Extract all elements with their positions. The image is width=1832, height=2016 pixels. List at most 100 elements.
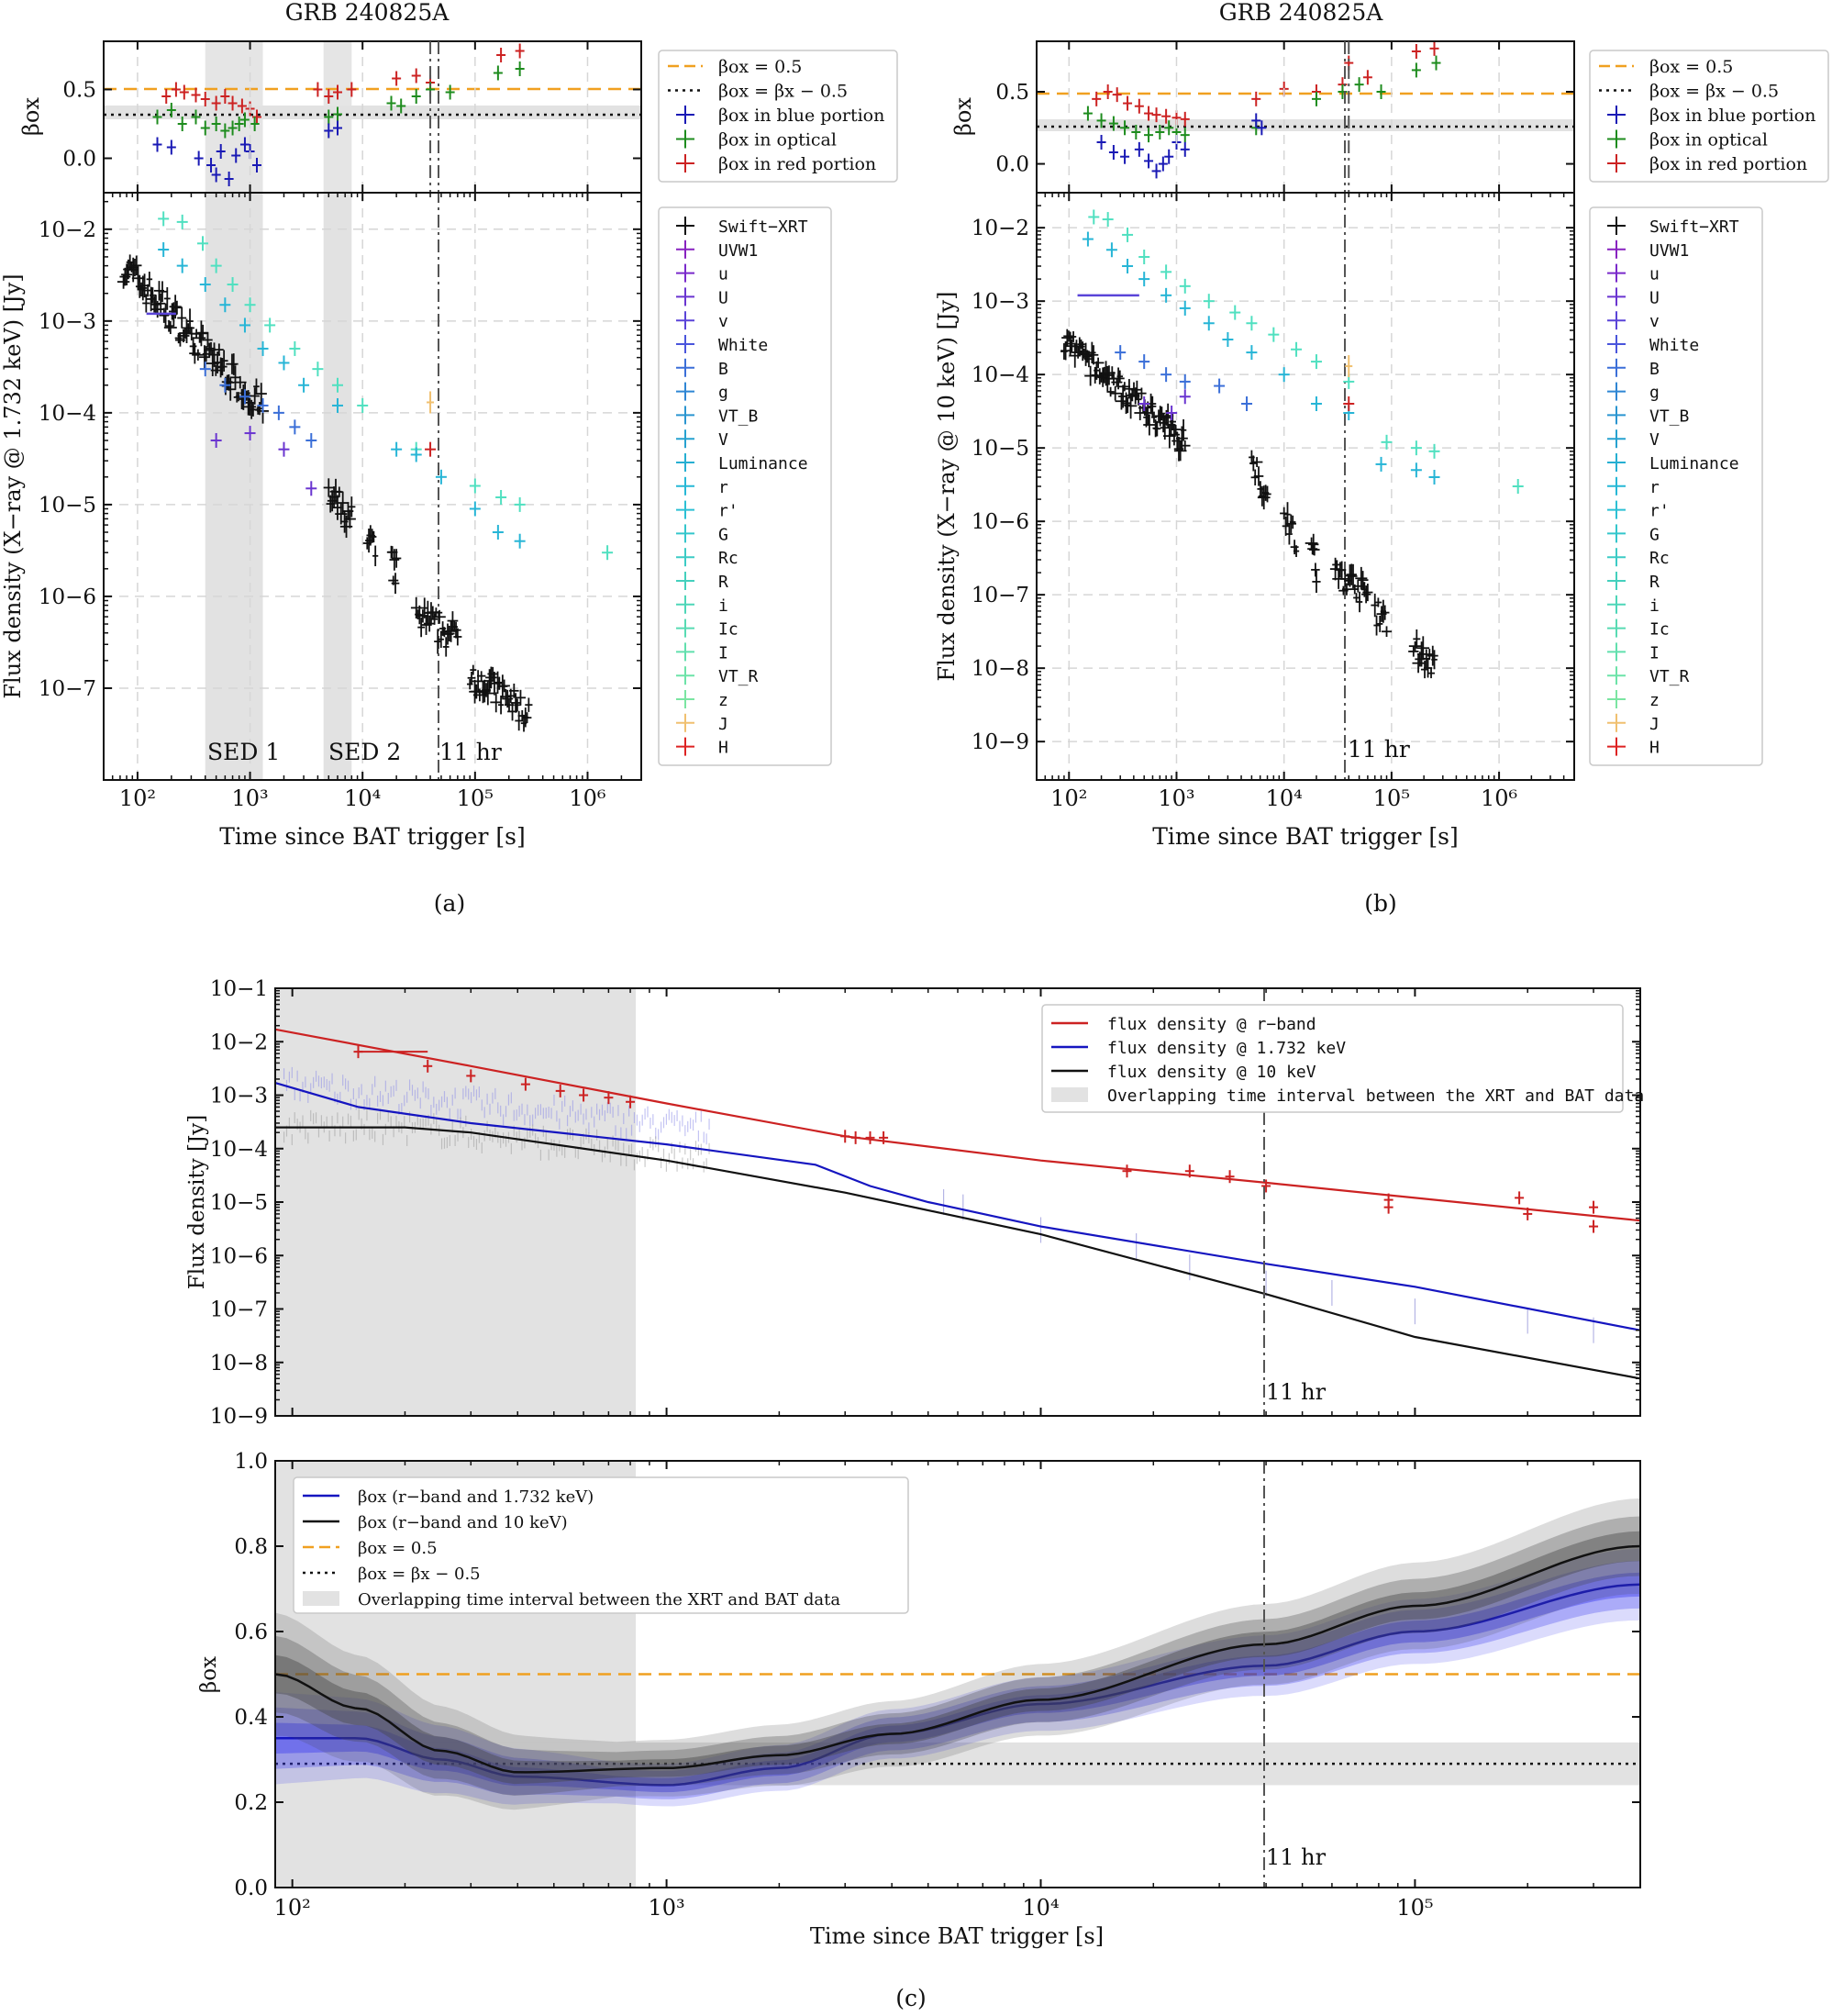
panel-c-flux-11hr-label: 11 hr (1266, 1379, 1327, 1405)
panel-b-band-legend: Swift−XRT UVW1 uUv White Bg VT_B V Luminance r r'… (1589, 206, 1763, 766)
legend-label: βox (r−band and 10 keV) (358, 1513, 568, 1532)
y-tick-label: 10−2 (210, 1030, 268, 1054)
legend-label: v (718, 312, 728, 331)
legend-label: r' (1649, 502, 1670, 521)
panel-c-caption: (c) (895, 1985, 927, 2011)
y-tick-label: 0.0 (995, 153, 1029, 177)
legend-label: H (1649, 739, 1660, 758)
panel-b-flux-points (1060, 209, 1524, 679)
panel-c-beta-plot: 11 hr βox Time since BAT trigger [s] 0.0… (197, 1450, 1641, 1949)
panel-a-title: GRB 240825A (285, 0, 450, 26)
y-tick-label: 10−2 (972, 217, 1029, 240)
panel-a-beta-x-band (104, 106, 641, 119)
legend-label: βox = βx − 0.5 (718, 82, 848, 102)
panel-c-xlabel: Time since BAT trigger [s] (810, 1923, 1104, 1949)
legend-label: White (718, 336, 768, 355)
y-tick-label: 10−5 (972, 437, 1029, 461)
legend-label: V (1649, 430, 1660, 450)
beta-envelope-1 (275, 1516, 1640, 1796)
legend-label: Luminance (1649, 454, 1739, 473)
sed-shade (323, 193, 352, 780)
flux-curve-0 (274, 1028, 1641, 1222)
panel-c-beta-11hr-label: 11 hr (1266, 1844, 1327, 1870)
y-tick-label: 10−9 (972, 730, 1029, 754)
panel-a-beta-legend: βox = 0.5 βox = βx − 0.5 βox in blue porti… (658, 50, 898, 183)
panel-c: 11 hr Flux density [Jy] 10−9 10−8 10−7 10−6… (185, 977, 1644, 2011)
legend-label: Swift−XRT (718, 217, 808, 237)
legend-label: Overlapping time interval between the XR… (1107, 1086, 1644, 1106)
legend-label: U (718, 288, 728, 307)
legend-label: VT_R (1649, 667, 1690, 686)
legend-label: Ic (718, 620, 738, 640)
x-tick-label: 10² (1050, 785, 1087, 811)
y-tick-label: 10−7 (972, 584, 1029, 607)
legend-label: βox in red portion (718, 154, 876, 174)
panel-b: GRB 240825A βox 0.0 0.5 11 hr Flux densit… (934, 0, 1829, 917)
x-tick-label: 10² (119, 785, 156, 811)
panel-a-sed1-label: SED 1 (207, 739, 280, 765)
legend-label: Ic (1649, 620, 1670, 640)
panel-a-beta-plot: βox 0.0 0.5 (18, 40, 642, 194)
legend-label: i (1649, 596, 1660, 616)
legend-label: βox = βx − 0.5 (1649, 82, 1779, 102)
legend-label: βox in optical (718, 130, 837, 150)
legend-label: r' (718, 502, 738, 521)
panel-b-xlabel: Time since BAT trigger [s] (1152, 823, 1459, 850)
legend-label: G (718, 525, 728, 544)
x-tick-label: 10³ (231, 785, 268, 811)
panel-c-beta-data (274, 1498, 1641, 1810)
legend-label: J (1649, 715, 1660, 734)
panel-a-11hr-label: 11 hr (439, 739, 502, 765)
legend-label: J (718, 715, 728, 734)
legend-label: z (718, 691, 728, 710)
panel-c-flux-overlap-shade (275, 988, 636, 1416)
panel-b-beta-x-band (1037, 119, 1574, 131)
legend-label: V (718, 430, 728, 450)
legend-label: U (1649, 288, 1660, 307)
panel-a-flux-frame (103, 192, 642, 781)
legend-label: Rc (1649, 549, 1670, 568)
panel-a-xlabel: Time since BAT trigger [s] (219, 823, 526, 850)
legend-label: βox in optical (1649, 130, 1768, 150)
legend-label: βox (r−band and 1.732 keV) (358, 1487, 594, 1507)
y-tick-label: 10−7 (39, 677, 96, 701)
y-tick-label: 10−3 (39, 310, 96, 334)
x-tick-label: 10⁴ (1266, 785, 1303, 811)
legend-label: u (1649, 265, 1660, 284)
panel-b-flux-ylabel: Flux density (X−ray @ 10 keV) [Jy] (934, 291, 960, 681)
x-tick-label: 10⁶ (1481, 785, 1517, 811)
y-tick-label: 10−6 (972, 510, 1029, 534)
panel-c-flux-plot: 11 hr Flux density [Jy] 10−9 10−8 10−7 10−6… (185, 977, 1644, 1429)
panel-b-beta-plot-area (1037, 41, 1574, 193)
y-tick-label: 10−4 (210, 1138, 268, 1162)
legend-label: g (1649, 384, 1660, 403)
legend-label: VT_B (1649, 407, 1689, 426)
x-tick-label: 10⁴ (344, 785, 381, 811)
legend-label: R (1649, 573, 1660, 592)
panel-a-beta-ylabel: βox (18, 97, 44, 136)
legend-label: Rc (718, 549, 738, 568)
legend-label: i (718, 596, 728, 616)
legend-label: R (718, 573, 728, 592)
legend-label: βox in red portion (1649, 154, 1807, 174)
panel-b-title: GRB 240825A (1219, 0, 1384, 26)
legend-label: βox = 0.5 (358, 1539, 438, 1558)
panel-b-beta-plot: βox 0.0 0.5 (950, 40, 1575, 194)
legend-label: flux density @ 1.732 keV (1107, 1039, 1346, 1058)
legend-label: I (1649, 643, 1660, 663)
panel-a-sed2-label: SED 2 (328, 739, 401, 765)
y-tick-label: 0.4 (234, 1706, 268, 1730)
panel-c-flux-legend: flux density @ r−band flux density @ 1.73… (1041, 1004, 1644, 1113)
legend-label: βox in blue portion (718, 106, 884, 126)
panel-a-band-legend: Swift−XRT UVW1 uUv White Bg VT_B V Luminance r r'… (658, 206, 832, 766)
legend-label: βox = 0.5 (1649, 57, 1733, 77)
panel-b-flux-plot-area (1037, 193, 1574, 780)
y-tick-label: 10−3 (210, 1085, 268, 1108)
panel-a-beta-points (152, 43, 525, 186)
flux-curve-2 (275, 1126, 1641, 1380)
y-tick-label: 0.0 (62, 148, 96, 172)
legend-label: u (718, 265, 728, 284)
legend-label: flux density @ 10 keV (1107, 1063, 1316, 1082)
beta-envelope-1 (275, 1498, 1640, 1810)
flux-curve-1 (274, 1082, 1641, 1331)
